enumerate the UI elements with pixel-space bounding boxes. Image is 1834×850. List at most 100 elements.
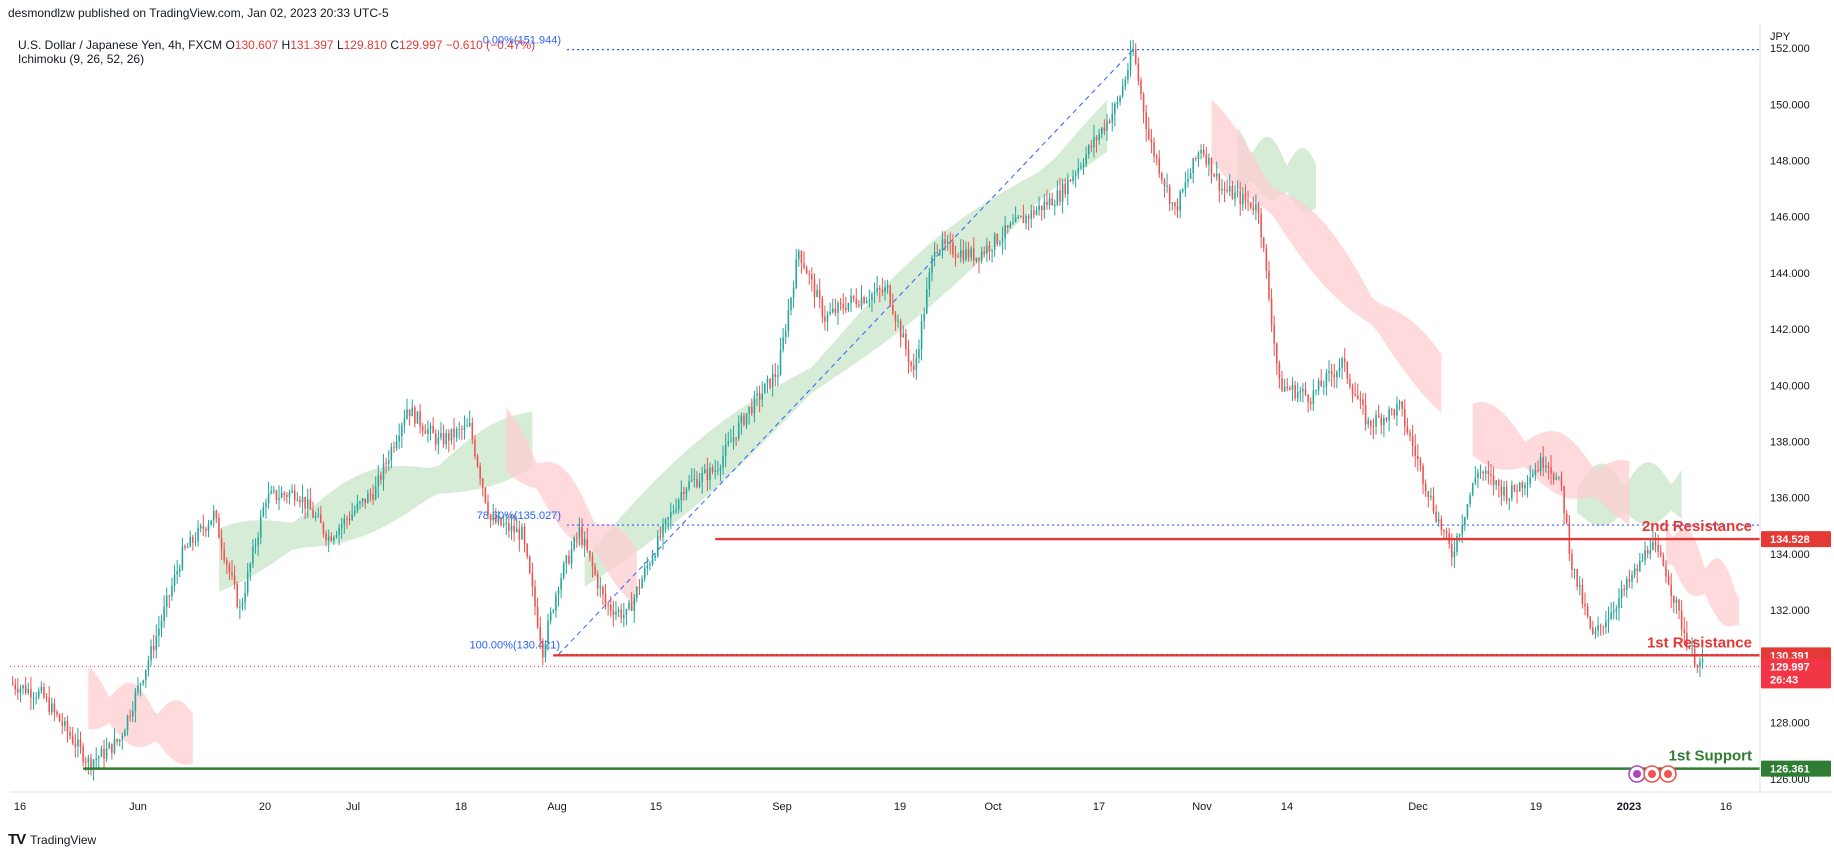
candle-body [876, 287, 878, 293]
time-tick-12: 14 [1281, 801, 1293, 813]
candle-body [646, 565, 649, 569]
candle-body [1108, 120, 1111, 123]
candle-body [970, 248, 972, 258]
candle-body [1155, 156, 1158, 159]
candle-body [599, 586, 602, 589]
candle-body [706, 469, 709, 480]
candle-body [1437, 519, 1440, 522]
candle-body [1312, 390, 1315, 404]
candle-body [186, 546, 189, 548]
candle-body [967, 249, 970, 258]
candle-body [437, 437, 440, 445]
candle-body [1375, 415, 1377, 427]
candle-body [131, 710, 134, 717]
candle-body [1074, 173, 1077, 177]
cloud-green-1 [584, 99, 1108, 588]
cloud-red-1 [506, 407, 637, 606]
time-tick-5: Aug [547, 801, 567, 813]
candle-body [782, 337, 784, 350]
candle-body [293, 490, 296, 501]
candle-body [562, 563, 565, 578]
candle-body [77, 739, 79, 747]
price-tick-1: 150.000 [1770, 99, 1810, 111]
candle-body [500, 517, 502, 526]
candle-body [1027, 215, 1030, 219]
candle-body [534, 586, 536, 607]
candle-body [787, 310, 790, 332]
candle-body [1320, 380, 1322, 387]
candle-body [1385, 418, 1388, 421]
candle-body [983, 251, 986, 254]
candle-body [348, 519, 351, 521]
candle-body [928, 272, 931, 289]
candle-body [87, 758, 90, 763]
symbol-name[interactable]: U.S. Dollar / Japanese Yen, 4h, FXCM [18, 38, 223, 52]
candle-body [1372, 426, 1375, 428]
candle-body [1678, 599, 1680, 611]
candle-body [1069, 179, 1072, 182]
time-tick-8: 19 [894, 801, 906, 813]
candle-body [205, 528, 207, 531]
candle-body [594, 566, 596, 575]
candle-body [1646, 550, 1649, 554]
candle-body [223, 549, 225, 561]
candle-body [1657, 544, 1659, 552]
candle-body [513, 525, 515, 533]
candle-body [1059, 190, 1061, 202]
candle-body [1043, 201, 1046, 211]
candle-body [453, 428, 455, 438]
candle-body [1484, 471, 1487, 474]
fib-level-label-0: 0.00%(151.944) [483, 35, 561, 47]
candle-body [1304, 389, 1307, 395]
event-icons[interactable] [1628, 765, 1677, 783]
price-tick-10: 132.000 [1770, 605, 1810, 617]
time-axis[interactable]: 16 Jun 20 Jul 18 Aug 15 Sep 19 Oct 17 Nov 14 Dec 19 202… [10, 791, 1832, 813]
candle-body [1281, 378, 1283, 392]
candle-body [1098, 133, 1100, 141]
candle-body [1291, 384, 1294, 390]
candle-body [440, 433, 442, 438]
candle-body [387, 460, 390, 464]
candle-body [714, 470, 717, 472]
candle-body [1513, 485, 1516, 491]
candle-body [56, 711, 58, 715]
candle-body [586, 539, 589, 551]
candle-body [43, 686, 45, 698]
candle-body [1247, 200, 1249, 203]
candle-body [58, 714, 61, 722]
candle-body [667, 517, 669, 520]
candle-body [735, 437, 737, 439]
candle-body [651, 557, 654, 565]
candle-body [1239, 191, 1242, 205]
candle-body [1406, 426, 1409, 433]
candle-body [1161, 173, 1163, 180]
candle-body [1380, 417, 1383, 426]
indicator-legend[interactable]: Ichimoku (9, 26, 52, 26) [18, 52, 145, 66]
candle-body [372, 494, 374, 500]
candle-body [555, 594, 557, 611]
candle-body [241, 602, 244, 607]
candle-body [518, 528, 521, 540]
candle-body [111, 743, 113, 753]
candle-body [818, 290, 821, 299]
candle-body [1121, 86, 1124, 97]
candle-body [1578, 585, 1581, 587]
candle-body [1278, 363, 1281, 379]
candle-body [1192, 158, 1194, 174]
candle-body [1255, 204, 1257, 211]
candle-body [936, 252, 939, 254]
candle-body [338, 527, 340, 536]
candle-body [602, 586, 604, 595]
candle-body [826, 314, 829, 322]
candle-body [811, 274, 813, 280]
candle-body [1012, 222, 1014, 224]
candle-body [275, 490, 278, 500]
horizontal-levels: 2nd Resistance 1st Resistance 1st Support [10, 518, 1760, 770]
candle-body [1176, 206, 1179, 211]
candle-body [1082, 164, 1085, 167]
candle-body [1202, 149, 1205, 155]
candle-body [340, 524, 343, 528]
candle-body [751, 406, 753, 414]
